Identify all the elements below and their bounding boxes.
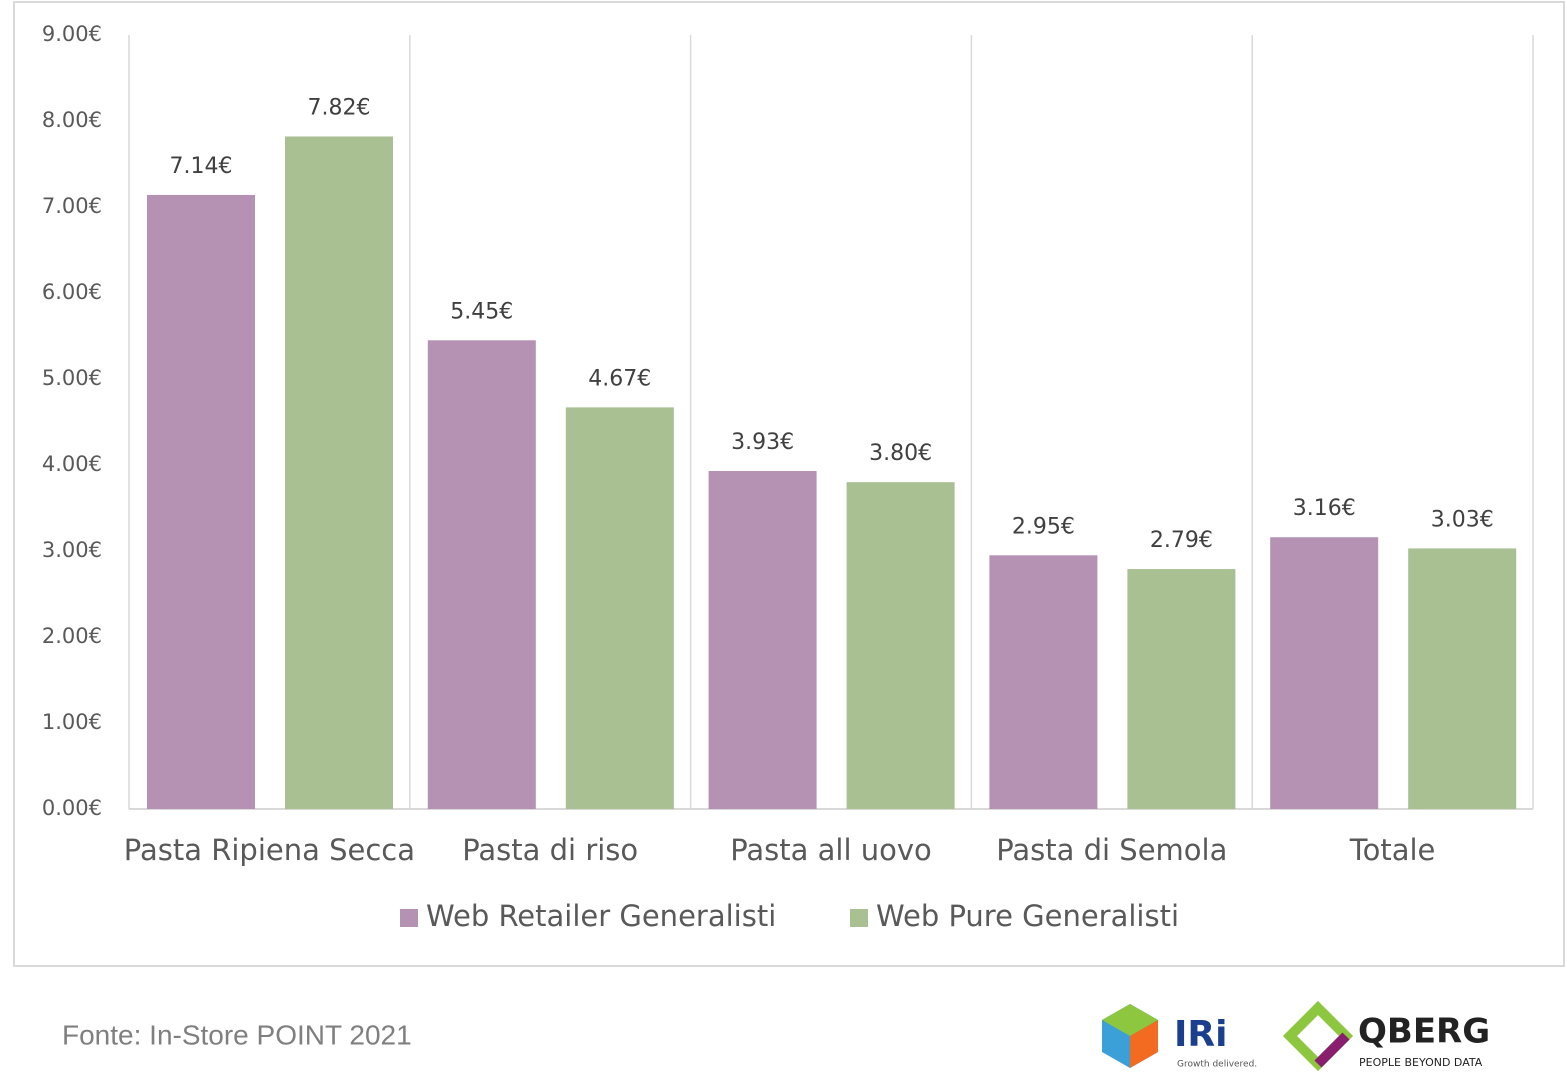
qberg-mark bbox=[1314, 1032, 1350, 1068]
x-tick-label: Totale bbox=[1349, 833, 1436, 867]
bar bbox=[846, 482, 955, 809]
data-label: 2.95€ bbox=[1012, 514, 1075, 539]
data-label: 3.80€ bbox=[869, 441, 932, 466]
x-tick-label: Pasta di riso bbox=[462, 833, 638, 867]
legend-swatch bbox=[400, 909, 418, 927]
iri-logo: IRi Growth delivered. bbox=[1102, 1004, 1257, 1070]
data-label: 3.16€ bbox=[1293, 496, 1356, 521]
y-tick-label: 4.00€ bbox=[42, 452, 102, 476]
data-label: 2.79€ bbox=[1150, 528, 1213, 553]
bar bbox=[427, 340, 536, 809]
legend-swatch bbox=[850, 909, 868, 927]
iri-mark bbox=[1130, 1020, 1158, 1068]
data-label: 3.93€ bbox=[731, 430, 794, 455]
data-label: 3.03€ bbox=[1431, 507, 1494, 532]
y-tick-label: 9.00€ bbox=[42, 22, 102, 46]
qberg-tagline: PEOPLE BEYOND DATA bbox=[1359, 1056, 1483, 1069]
x-tick-label: Pasta all uovo bbox=[730, 833, 932, 867]
y-tick-label: 3.00€ bbox=[42, 538, 102, 562]
data-label: 7.82€ bbox=[308, 95, 371, 120]
y-tick-label: 8.00€ bbox=[42, 108, 102, 132]
x-tick-label: Pasta di Semola bbox=[996, 833, 1227, 867]
bar bbox=[989, 555, 1098, 809]
data-label: 4.67€ bbox=[588, 366, 651, 391]
qberg-mark bbox=[1282, 1000, 1354, 1072]
y-tick-label: 2.00€ bbox=[42, 624, 102, 648]
y-tick-label: 7.00€ bbox=[42, 194, 102, 218]
legend-label: Web Pure Generalisti bbox=[876, 899, 1179, 933]
qberg-text: QBERG bbox=[1358, 1012, 1490, 1052]
iri-tagline: Growth delivered. bbox=[1177, 1060, 1257, 1070]
y-tick-label: 5.00€ bbox=[42, 366, 102, 390]
bar bbox=[147, 194, 255, 809]
bar bbox=[1127, 569, 1236, 809]
bar bbox=[1270, 537, 1379, 809]
x-tick-label: Pasta Ripiena Secca bbox=[124, 833, 415, 867]
qberg-logo: QBERG PEOPLE BEYOND DATA bbox=[1282, 1000, 1490, 1072]
y-tick-label: 6.00€ bbox=[42, 280, 102, 304]
bar bbox=[1408, 548, 1517, 809]
bar bbox=[708, 471, 817, 809]
source: Fonte: In-Store POINT 2021 bbox=[62, 1019, 412, 1050]
bar bbox=[565, 407, 674, 809]
y-tick-label: 0.00€ bbox=[42, 796, 102, 820]
data-label: 7.14€ bbox=[170, 154, 233, 179]
data-label: 5.45€ bbox=[450, 299, 513, 324]
iri-text: IRi bbox=[1174, 1014, 1227, 1055]
y-tick-label: 1.00€ bbox=[42, 710, 102, 734]
legend-label: Web Retailer Generalisti bbox=[426, 899, 776, 933]
bar bbox=[285, 136, 393, 810]
